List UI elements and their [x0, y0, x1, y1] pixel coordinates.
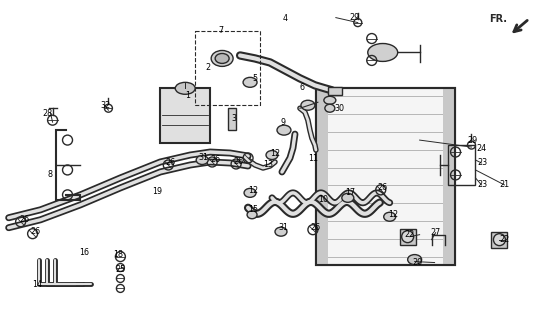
Ellipse shape: [493, 234, 505, 246]
Text: 26: 26: [210, 156, 220, 164]
Text: 12: 12: [248, 186, 258, 196]
Text: 13: 13: [263, 160, 273, 170]
Ellipse shape: [247, 211, 257, 219]
Text: 31: 31: [198, 153, 208, 162]
Text: 25: 25: [115, 265, 126, 274]
Bar: [228, 108, 236, 130]
Text: 21: 21: [499, 180, 510, 189]
Bar: [160, 88, 210, 143]
Text: 1: 1: [185, 91, 190, 100]
Ellipse shape: [196, 156, 208, 164]
Text: 9: 9: [281, 118, 286, 127]
Bar: [443, 88, 455, 265]
Text: 29: 29: [350, 13, 360, 22]
Text: 26: 26: [233, 157, 243, 166]
Text: 14: 14: [33, 280, 43, 289]
Ellipse shape: [342, 193, 354, 202]
Ellipse shape: [215, 53, 229, 63]
Text: 32: 32: [101, 101, 110, 110]
Text: 31: 31: [278, 223, 288, 232]
Ellipse shape: [211, 51, 233, 67]
Text: 12: 12: [388, 210, 398, 219]
Text: 26: 26: [310, 223, 320, 232]
Ellipse shape: [243, 77, 257, 87]
Ellipse shape: [175, 82, 195, 94]
Ellipse shape: [301, 100, 315, 110]
Bar: [195, 31, 260, 105]
Bar: [400, 229, 416, 244]
Text: 26: 26: [378, 183, 388, 192]
Text: 2: 2: [205, 63, 210, 72]
Bar: [316, 88, 455, 265]
Text: 29: 29: [468, 136, 478, 145]
Text: FR.: FR.: [490, 14, 508, 24]
Text: 3: 3: [231, 114, 236, 123]
Ellipse shape: [324, 96, 336, 104]
Text: 19: 19: [152, 188, 162, 196]
Ellipse shape: [408, 255, 422, 265]
Text: 24: 24: [476, 144, 487, 153]
Ellipse shape: [383, 212, 395, 221]
Text: 30: 30: [335, 104, 345, 113]
Text: 22: 22: [499, 235, 510, 244]
Ellipse shape: [368, 44, 398, 61]
Bar: [447, 145, 475, 185]
Text: 22: 22: [405, 230, 415, 239]
Text: 8: 8: [48, 171, 53, 180]
Bar: [328, 87, 342, 95]
Ellipse shape: [266, 150, 278, 159]
Text: 27: 27: [430, 228, 441, 237]
Text: 6: 6: [300, 83, 305, 92]
Text: 23: 23: [478, 180, 487, 189]
Text: 28: 28: [43, 109, 53, 118]
Text: 26: 26: [31, 227, 40, 236]
Ellipse shape: [401, 231, 414, 243]
Ellipse shape: [277, 125, 291, 135]
Text: 5: 5: [252, 74, 257, 83]
Text: 20: 20: [412, 258, 423, 267]
Text: 17: 17: [345, 188, 355, 197]
Ellipse shape: [275, 227, 287, 236]
Text: 10: 10: [318, 195, 328, 204]
Text: 4: 4: [283, 14, 288, 23]
Text: 16: 16: [79, 248, 90, 257]
Ellipse shape: [244, 188, 256, 197]
Text: 15: 15: [248, 205, 258, 214]
Bar: [316, 88, 328, 265]
Text: 18: 18: [113, 250, 124, 259]
Text: 26: 26: [20, 215, 30, 224]
Text: 7: 7: [218, 26, 223, 35]
Ellipse shape: [325, 104, 335, 112]
Text: 26: 26: [165, 158, 176, 167]
Text: 12: 12: [270, 148, 280, 157]
Bar: [491, 232, 508, 248]
Text: 11: 11: [308, 154, 318, 163]
Bar: [316, 88, 455, 265]
Text: 23: 23: [478, 158, 487, 167]
